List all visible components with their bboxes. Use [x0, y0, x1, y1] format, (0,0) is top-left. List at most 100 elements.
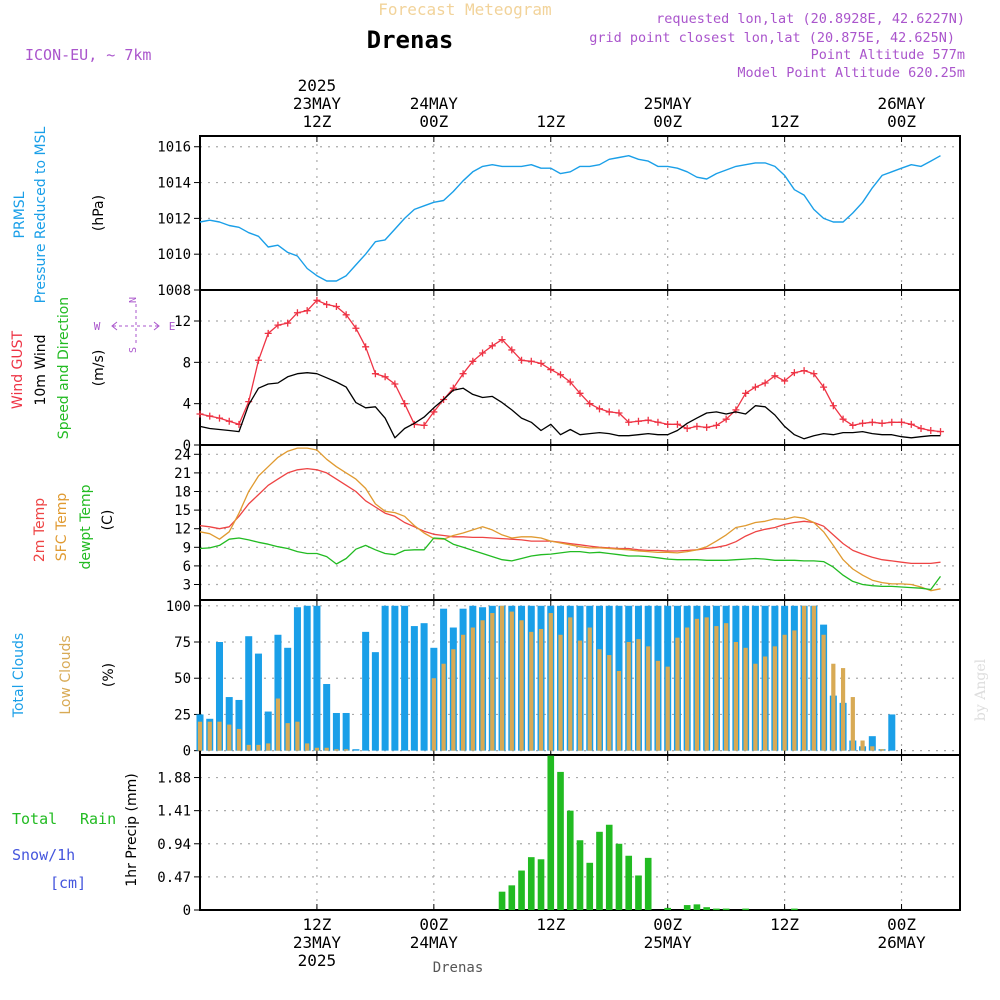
low-cloud-bar: [704, 617, 709, 751]
gust-marker: [381, 373, 389, 381]
prmsl-label: PRMSL: [12, 191, 28, 238]
total-cloud-bar: [401, 605, 409, 751]
gust-label: Wind GUST: [10, 330, 26, 409]
gust-marker: [332, 303, 340, 311]
low-cloud-bar: [451, 649, 456, 751]
gust-marker: [469, 357, 477, 365]
low-cloud-bar: [441, 663, 446, 751]
low-cloud-bar: [558, 634, 563, 751]
gust-marker: [722, 415, 730, 423]
low-cloud-bar: [763, 656, 768, 751]
low-cloud-bar: [490, 613, 495, 751]
y-tick-label: 1.41: [157, 804, 191, 820]
gust-marker: [342, 311, 350, 319]
y-tick-label: 25: [174, 707, 191, 723]
rain-bar: [742, 908, 749, 911]
time-label: 26MAY: [877, 933, 926, 952]
gust-marker: [654, 418, 662, 426]
pressure-label: Pressure Reduced to MSL: [33, 126, 49, 303]
gust-marker: [898, 418, 906, 426]
model-altitude: Model Point Altitude 620.25m: [737, 65, 965, 81]
low-clouds-label: Low Clouds: [58, 635, 74, 714]
time-label: 25MAY: [644, 94, 693, 113]
total-rain-label-rain: Rain: [80, 810, 116, 828]
total-cloud-bar: [264, 711, 272, 751]
low-cloud-bar: [529, 631, 534, 751]
wind-label: 10m Wind: [33, 334, 49, 405]
percent-unit: (%): [101, 663, 117, 687]
gust-marker: [586, 400, 594, 408]
rain-bar: [713, 908, 720, 911]
time-label: 00Z: [653, 915, 682, 934]
time-label: 25MAY: [644, 933, 693, 952]
time-label: 12Z: [536, 112, 565, 131]
gust-marker: [849, 421, 857, 429]
rain-bar: [527, 857, 535, 910]
time-label: 00Z: [653, 112, 682, 131]
low-cloud-bar: [266, 743, 271, 751]
gust-marker: [625, 418, 633, 426]
total-cloud-bar: [888, 714, 896, 751]
total-cloud-bar: [391, 605, 399, 751]
y-tick-label: 0: [183, 903, 191, 919]
y-tick-label: 0.47: [157, 870, 191, 886]
gust-marker: [293, 309, 301, 317]
gust-marker: [820, 383, 828, 391]
gust-marker: [430, 408, 438, 416]
dewpt-line: [199, 537, 942, 591]
gust-marker: [664, 420, 672, 428]
rain-bar: [615, 843, 623, 910]
y-tick-label: 6: [183, 559, 191, 575]
gust-marker: [420, 421, 428, 429]
time-label: 12Z: [302, 112, 331, 131]
gust-marker: [323, 300, 331, 308]
low-cloud-bar: [460, 634, 466, 751]
time-label: 12Z: [536, 915, 565, 934]
gust-marker: [907, 420, 915, 428]
total-cloud-bar: [254, 653, 262, 751]
gust-marker: [498, 336, 506, 344]
total-cloud-bar: [868, 736, 876, 751]
total-cloud-bar: [245, 636, 253, 751]
sfc-temp-label: SFC Temp: [54, 493, 70, 562]
low-cloud-bar: [431, 678, 436, 751]
y-tick-label: 15: [174, 503, 191, 519]
rain-bar: [537, 859, 545, 910]
low-cloud-bar: [197, 721, 203, 751]
low-cloud-bar: [207, 721, 212, 751]
low-cloud-bar: [782, 634, 787, 751]
gust-marker: [566, 378, 574, 386]
gust-line: [199, 299, 941, 433]
gust-marker: [274, 321, 282, 329]
low-cloud-bar: [509, 611, 514, 751]
rain-bar: [508, 885, 516, 910]
y-tick-label: 50: [174, 671, 191, 687]
pressure-panel: 1008 1010 1012 1014 1016: [157, 135, 961, 299]
clouds-panel: 0 25 50 75 100: [166, 599, 961, 760]
low-cloud-bar: [256, 744, 261, 751]
gust-marker: [693, 422, 701, 430]
total-cloud-bar: [410, 626, 418, 751]
rain-bar: [683, 905, 691, 910]
compass-n: N: [128, 297, 139, 303]
low-cloud-bar: [314, 747, 320, 751]
compass-e: E: [169, 320, 176, 333]
low-cloud-bar: [840, 668, 846, 751]
total-cloud-bar: [225, 697, 233, 751]
total-cloud-bar: [371, 652, 379, 751]
time-label: 24MAY: [410, 94, 459, 113]
gust-marker: [790, 369, 798, 377]
low-cloud-bar: [753, 663, 758, 751]
gust-marker: [488, 342, 496, 350]
gust-marker: [459, 370, 467, 378]
gust-marker: [683, 424, 691, 432]
gust-marker: [225, 417, 233, 425]
rain-bar: [596, 831, 603, 910]
footer-location: Drenas: [433, 960, 484, 976]
total-cloud-bar: [420, 623, 428, 751]
gust-marker: [547, 366, 555, 374]
low-cloud-bar: [597, 649, 602, 751]
